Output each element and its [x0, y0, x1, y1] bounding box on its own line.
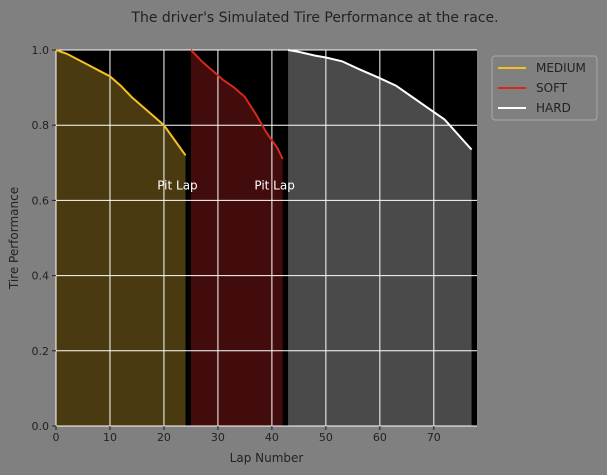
y-tick-label: 0.2 — [32, 345, 50, 358]
y-tick-label: 0.0 — [32, 420, 50, 433]
y-tick-label: 0.4 — [32, 270, 50, 283]
legend-label-medium: MEDIUM — [536, 61, 586, 75]
x-tick-label: 40 — [265, 431, 279, 444]
area-medium — [56, 50, 186, 426]
annotation-label: Pit Lap — [254, 178, 294, 192]
x-tick-label: 60 — [373, 431, 387, 444]
y-tick-label: 0.8 — [32, 119, 50, 132]
y-axis-label: Tire Performance — [7, 187, 21, 290]
x-axis-label: Lap Number — [230, 451, 304, 465]
legend-label-hard: HARD — [536, 101, 571, 115]
x-tick-label: 20 — [157, 431, 171, 444]
annotation-label: Pit Lap — [157, 178, 197, 192]
x-tick-label: 10 — [103, 431, 117, 444]
y-tick-label: 1.0 — [32, 44, 50, 57]
plot-area: Pit Lap Pit Lap — [55, 49, 477, 427]
x-tick-label: 30 — [211, 431, 225, 444]
legend-label-soft: SOFT — [536, 81, 568, 95]
x-tick-label: 70 — [427, 431, 441, 444]
line-hard — [287, 49, 473, 151]
area-soft — [190, 50, 283, 426]
line-medium — [55, 49, 187, 156]
x-tick-label: 0 — [53, 431, 60, 444]
y-tick-label: 0.6 — [32, 194, 50, 207]
chart-title: The driver's Simulated Tire Performance … — [130, 10, 498, 26]
line-soft — [190, 49, 284, 160]
legend-box — [491, 55, 598, 121]
legend: MEDIUM SOFT HARD — [491, 55, 598, 121]
x-tick-label: 50 — [319, 431, 333, 444]
